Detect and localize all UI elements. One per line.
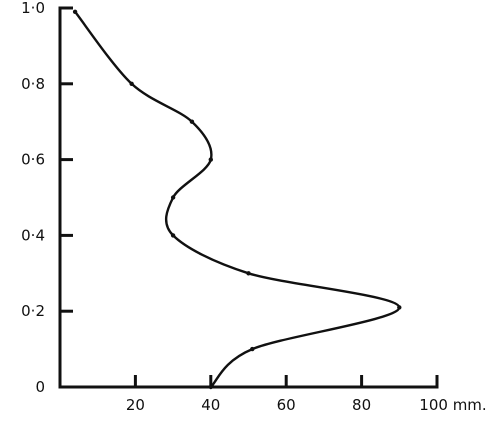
data-point-7 <box>189 119 195 124</box>
data-point-9 <box>72 9 78 14</box>
y-tick-label-0: 0 <box>35 378 45 396</box>
data-point-0 <box>208 384 213 390</box>
y-tick-label-1: 0·2 <box>21 302 45 320</box>
data-point-5 <box>170 195 176 200</box>
y-tick-label-2: 0·4 <box>21 226 45 244</box>
ticks-layer: 0 0·2 0·4 0·6 0·8 1·0 20 40 60 80 100 mm. <box>21 0 487 414</box>
y-tick-label-4: 0·8 <box>21 75 45 93</box>
x-tick-label-1: 40 <box>201 396 220 414</box>
data-point-2 <box>397 305 402 310</box>
data-point-3 <box>246 271 251 276</box>
data-point-6 <box>208 157 213 162</box>
axes-layer <box>58 6 439 389</box>
y-tick-label-3: 0·6 <box>21 151 45 169</box>
data-point-4 <box>170 233 176 238</box>
data-point-8 <box>129 81 134 87</box>
x-tick-label-0: 20 <box>126 396 145 414</box>
x-tick-label-2: 60 <box>277 396 296 414</box>
x-tick-label-4: 100 mm. <box>419 396 486 414</box>
x-tick-label-3: 80 <box>352 396 371 414</box>
y-tick-label-5: 1·0 <box>21 0 45 17</box>
data-point-1 <box>250 346 255 352</box>
series-layer <box>72 9 402 390</box>
series-line <box>73 10 401 389</box>
